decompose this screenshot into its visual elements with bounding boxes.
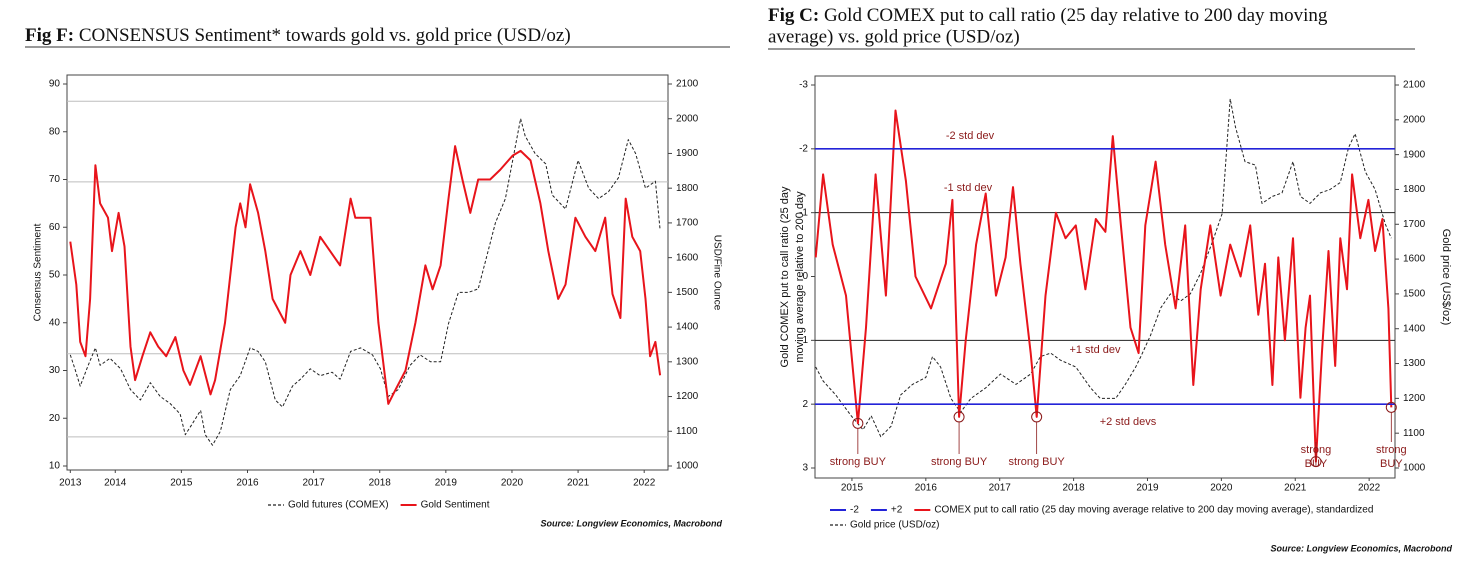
annotation: -1 std dev	[944, 182, 993, 194]
chart-title: Fig F: CONSENSUS Sentiment* towards gold…	[25, 25, 571, 46]
y2-tick-label: 1100	[676, 426, 698, 437]
x-tick-label: 2018	[369, 478, 392, 489]
x-tick-label: 2018	[1062, 483, 1085, 494]
figure-label: Fig C:	[768, 5, 819, 26]
x-tick-label: 2017	[989, 483, 1012, 494]
x-tick-label: 2013	[59, 478, 82, 489]
y2-tick-label: 1200	[676, 391, 699, 402]
y2-tick-label: 1000	[1403, 463, 1426, 474]
y2-tick-label: 1400	[676, 322, 699, 333]
y-tick-label: -2	[799, 143, 808, 154]
y2-axis-label: USD/Fine Ounce	[711, 235, 722, 311]
y2-tick-label: 2000	[1403, 114, 1426, 125]
x-tick-label: 2016	[915, 483, 938, 494]
legend-label: Gold futures (COMEX)	[288, 500, 389, 511]
plot-frame	[66, 74, 669, 471]
annotation: +2 std devs	[1100, 416, 1157, 428]
legend-label: +2	[891, 505, 903, 516]
y2-axis-label: Gold price (US$/oz)	[1440, 229, 1452, 326]
y2-tick-label: 1800	[676, 183, 699, 194]
chart-title: Fig C: Gold COMEX put to call ratio (25 …	[768, 5, 1328, 26]
y2-tick-label: 1600	[1403, 254, 1426, 265]
legend-label: -2	[850, 505, 859, 516]
y2-tick-label: 1900	[676, 148, 699, 159]
y2-tick-label: 1000	[676, 461, 699, 472]
y-tick-label: 40	[49, 317, 61, 328]
y2-tick-label: 1700	[676, 218, 699, 229]
source-note: Source: Longview Economics, Macrobond	[1270, 543, 1452, 553]
annotation: +1 std dev	[1069, 344, 1121, 356]
y-tick-label: 80	[49, 126, 61, 137]
y2-tick-label: 1600	[676, 252, 699, 263]
y-axis-label: Consensus Sentiment	[33, 223, 44, 321]
x-tick-label: 2022	[1358, 483, 1381, 494]
annotation: BUY	[1380, 458, 1403, 470]
y2-tick-label: 2000	[676, 113, 699, 124]
y2-tick-label: 1300	[676, 356, 699, 367]
y-tick-label: 50	[49, 270, 61, 281]
series-line	[814, 109, 1393, 463]
x-tick-label: 2017	[302, 478, 325, 489]
x-tick-label: 2021	[1284, 483, 1307, 494]
annotation: strong	[1376, 444, 1407, 456]
legend-label: Gold price (USD/oz)	[850, 520, 939, 531]
y-tick-label: -3	[799, 80, 808, 91]
y2-tick-label: 1700	[1403, 219, 1426, 230]
annotation: BUY	[1305, 458, 1328, 470]
x-tick-label: 2020	[501, 478, 524, 489]
y2-tick-label: 2100	[676, 79, 699, 90]
series-line	[815, 98, 1392, 438]
annotation: strong	[1301, 444, 1332, 456]
y2-tick-label: 1400	[1403, 323, 1426, 334]
y-tick-label: 10	[49, 461, 61, 472]
y-tick-label: 60	[49, 222, 61, 233]
y-tick-label: 20	[49, 413, 61, 424]
source-note: Source: Longview Economics, Macrobond	[540, 518, 722, 528]
title-text: Gold COMEX put to call ratio (25 day rel…	[824, 5, 1328, 26]
y2-tick-label: 1100	[1403, 428, 1425, 439]
x-tick-label: 2022	[633, 478, 656, 489]
y2-tick-label: 1500	[676, 287, 699, 298]
title-text: CONSENSUS Sentiment* towards gold vs. go…	[79, 25, 571, 46]
annotation: strong BUY	[931, 456, 988, 468]
y2-tick-label: 1200	[1403, 393, 1426, 404]
y2-tick-label: 1300	[1403, 358, 1426, 369]
y-tick-label: 70	[49, 174, 61, 185]
y-tick-label: 90	[49, 79, 61, 90]
series-line	[69, 118, 661, 446]
x-tick-label: 2019	[1136, 483, 1159, 494]
y2-tick-label: 1900	[1403, 149, 1426, 160]
x-tick-label: 2021	[567, 478, 590, 489]
x-tick-label: 2020	[1210, 483, 1233, 494]
annotation: strong BUY	[830, 456, 887, 468]
y2-tick-label: 2100	[1403, 80, 1426, 91]
x-tick-label: 2015	[841, 483, 864, 494]
series-line	[69, 145, 662, 405]
x-tick-label: 2015	[170, 478, 193, 489]
y-tick-label: 3	[802, 463, 808, 474]
chart-title: average) vs. gold price (USD/oz)	[768, 26, 1020, 47]
y-tick-label: -1	[799, 207, 808, 218]
figure-label: Fig F:	[25, 25, 74, 46]
legend-label: COMEX put to call ratio (25 day moving a…	[934, 505, 1373, 516]
y-axis-label: moving average relative to 200 day	[794, 191, 806, 363]
legend-label: Gold Sentiment	[421, 500, 490, 511]
annotation: strong BUY	[1009, 456, 1066, 468]
y-tick-label: 1	[802, 335, 808, 346]
y-axis-label: Gold COMEX put to call ratio (25 day	[779, 186, 791, 367]
y2-tick-label: 1500	[1403, 289, 1426, 300]
x-tick-label: 2014	[104, 478, 127, 489]
y-tick-label: 2	[802, 399, 808, 410]
y-tick-label: 0	[802, 271, 808, 282]
x-tick-label: 2016	[236, 478, 259, 489]
annotation: -2 std dev	[946, 130, 995, 142]
x-tick-label: 2019	[435, 478, 458, 489]
y-tick-label: 30	[49, 365, 61, 376]
y2-tick-label: 1800	[1403, 184, 1426, 195]
